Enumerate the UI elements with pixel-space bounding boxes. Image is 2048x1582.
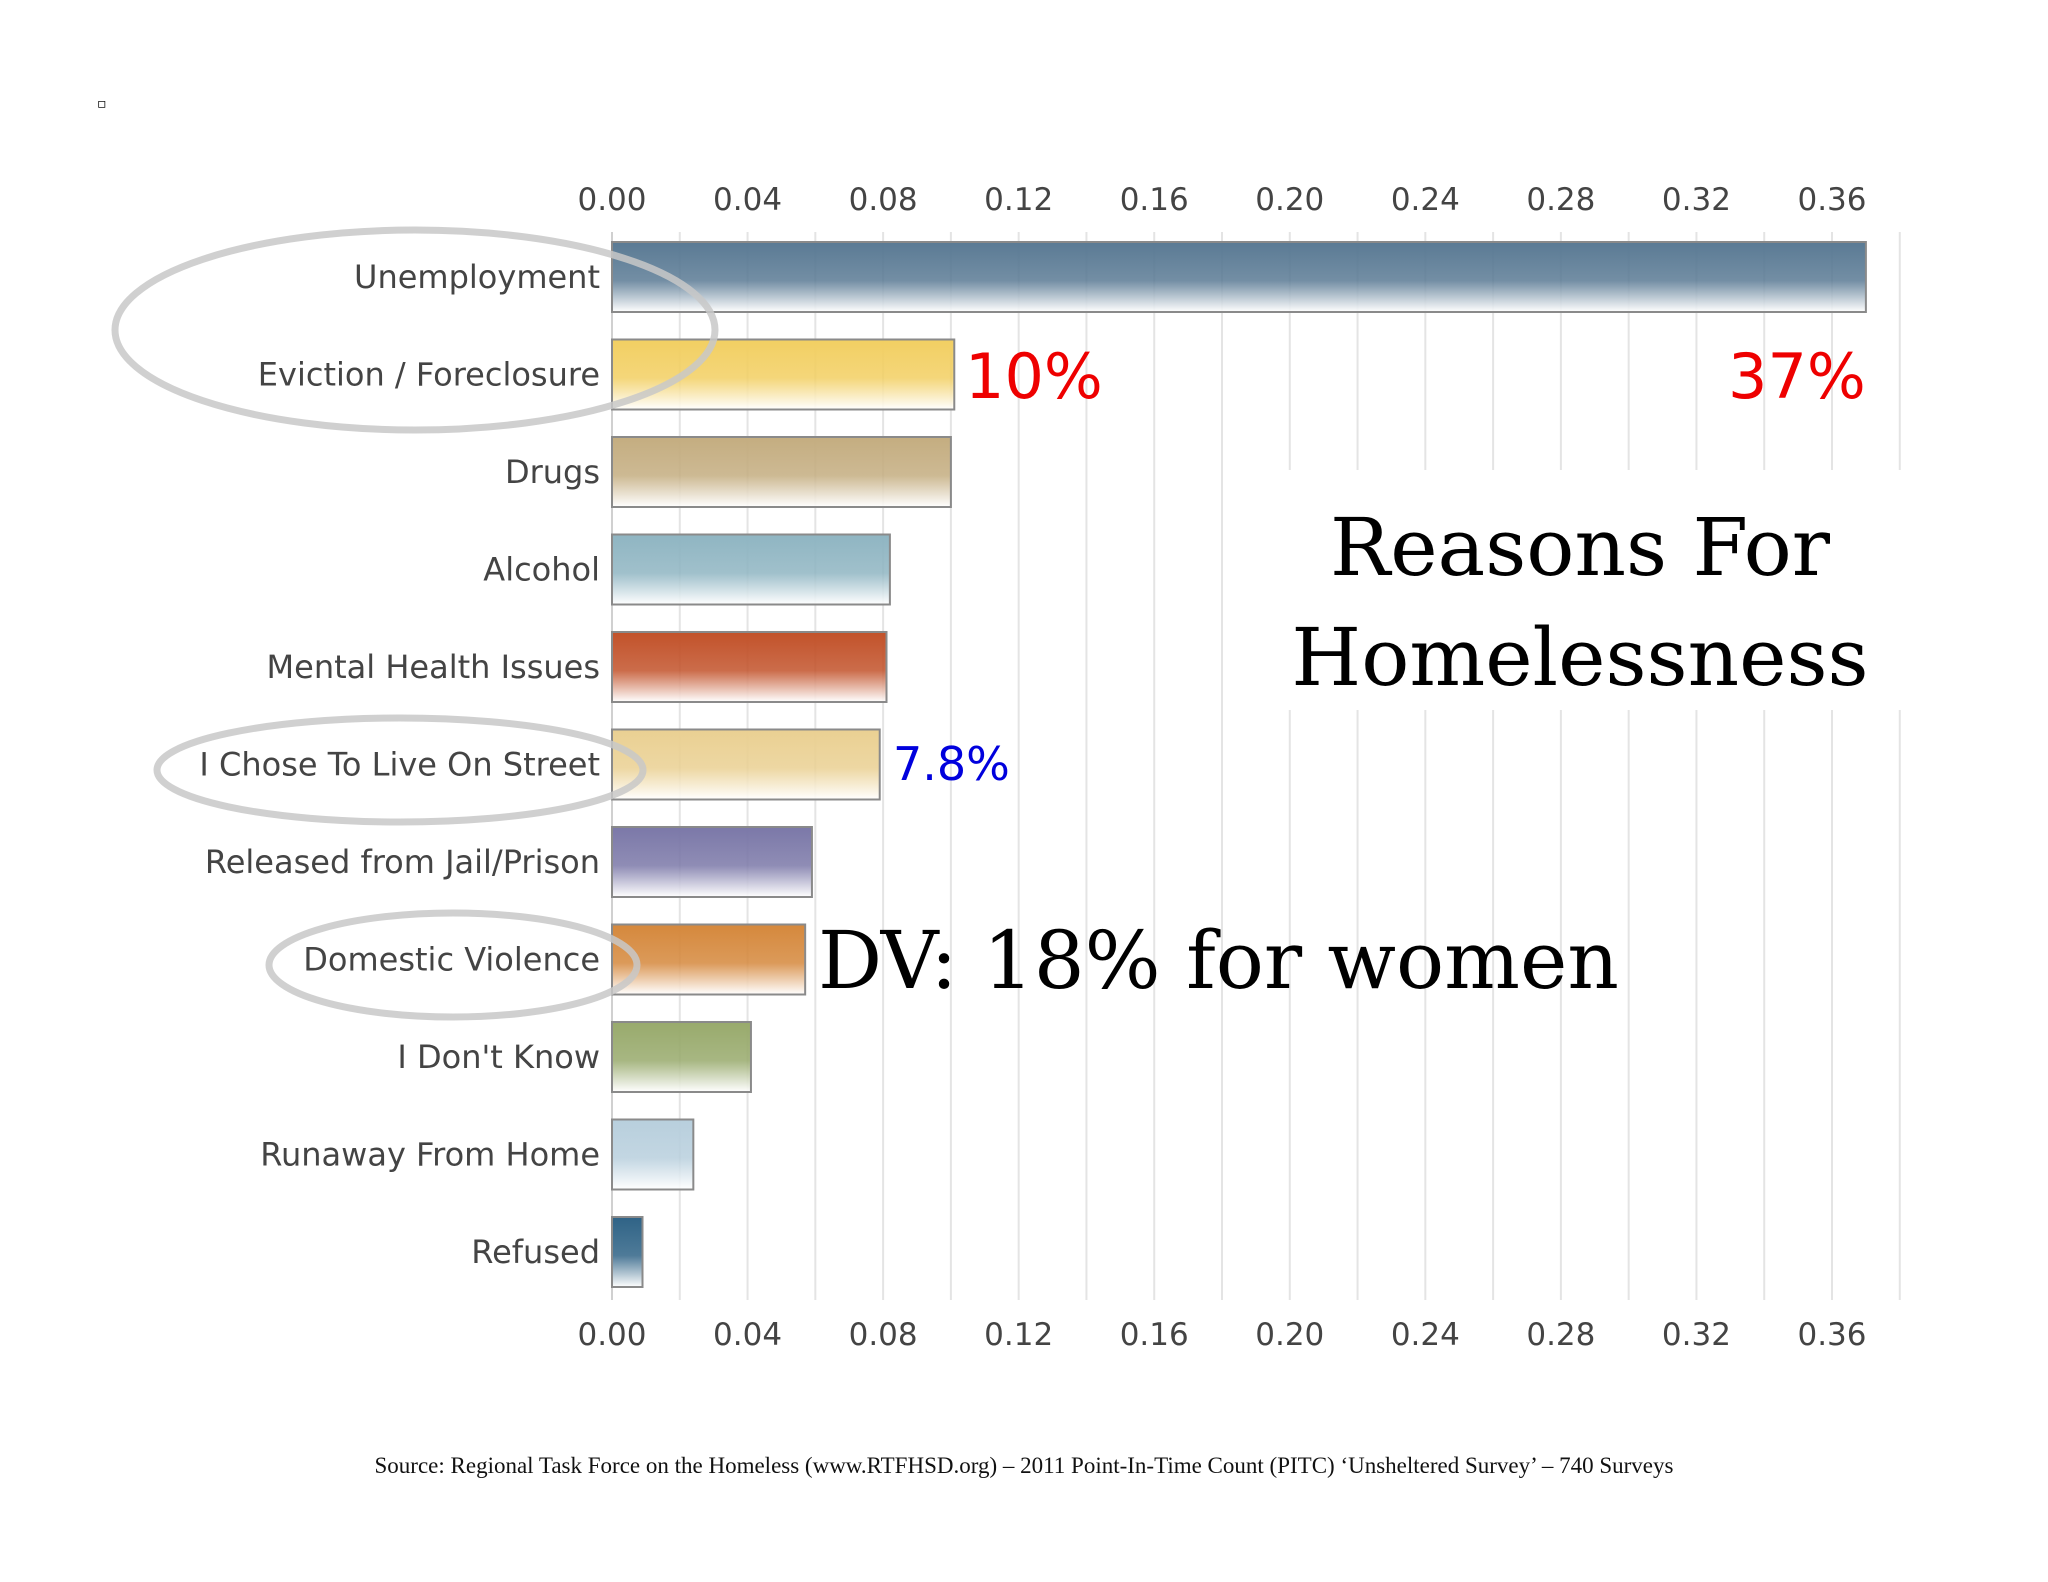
bottom-tick-label: 0.20 [1255, 1317, 1324, 1353]
top-tick-label: 0.04 [713, 182, 782, 218]
dv-women-annotation: DV: 18% for women [818, 914, 1619, 1007]
highlight-oval [111, 226, 719, 434]
bar-i-don-t-know [611, 1021, 752, 1093]
title-backdrop [1250, 470, 1910, 710]
bar-domestic-violence [611, 923, 807, 996]
bottom-tick-label: 0.16 [1120, 1317, 1189, 1353]
top-axis-ticks: 0.00 0.04 0.08 0.12 0.16 0.20 0.24 0.28 0.32 0.36 [577, 182, 1866, 218]
street-percent-annotation: 7.8% [893, 737, 1010, 791]
top-tick-label: 0.32 [1662, 182, 1731, 218]
highlight-oval [153, 714, 647, 826]
category-label: I Chose To Live On Street [199, 746, 600, 784]
top-tick-label: 0.36 [1797, 182, 1866, 218]
chart-title-line2: Homelessness [1291, 611, 1868, 704]
bar-i-chose-to-live-on-street [611, 728, 881, 801]
top-tick-label: 0.00 [577, 182, 646, 218]
unemployment-percent-annotation: 37% [1728, 340, 1866, 413]
bottom-tick-label: 0.32 [1662, 1317, 1731, 1353]
square-marker: ▫ [97, 96, 107, 112]
bottom-tick-label: 0.12 [984, 1317, 1053, 1353]
bar-runaway-from-home [611, 1118, 695, 1191]
category-label: Mental Health Issues [267, 648, 600, 686]
bottom-axis-ticks: 0.00 0.04 0.08 0.12 0.16 0.20 0.24 0.28 0.32 0.36 [577, 1317, 1866, 1353]
top-tick-label: 0.24 [1391, 182, 1460, 218]
highlight-oval [265, 909, 641, 1021]
bar-unemployment [611, 241, 1867, 313]
top-tick-label: 0.20 [1255, 182, 1324, 218]
category-label: I Don't Know [397, 1038, 600, 1076]
bottom-tick-label: 0.08 [849, 1317, 918, 1353]
chart-title-line1: Reasons For [1330, 501, 1831, 594]
source-citation: Source: Regional Task Force on the Homel… [375, 1453, 1674, 1478]
top-tick-label: 0.16 [1120, 182, 1189, 218]
highlight-ovals [111, 226, 719, 1021]
category-labels: Unemployment Eviction / Foreclosure Drugs A… [199, 258, 600, 1271]
category-label: Released from Jail/Prison [205, 843, 600, 881]
chart-bars [611, 241, 1867, 1288]
category-label: Alcohol [483, 551, 600, 589]
bottom-tick-label: 0.00 [577, 1317, 646, 1353]
bar-refused [611, 1216, 644, 1288]
category-label: Refused [471, 1233, 600, 1271]
bottom-tick-label: 0.24 [1391, 1317, 1460, 1353]
bar-alcohol [611, 533, 891, 606]
category-label: Eviction / Foreclosure [258, 356, 600, 394]
bottom-tick-label: 0.36 [1797, 1317, 1866, 1353]
bar-mental-health-issues [611, 631, 888, 703]
bar-drugs [611, 436, 952, 508]
bar-eviction-foreclosure [611, 338, 956, 411]
eviction-percent-annotation: 10% [965, 340, 1103, 413]
category-label: Runaway From Home [260, 1136, 600, 1174]
bottom-tick-label: 0.04 [713, 1317, 782, 1353]
top-tick-label: 0.28 [1526, 182, 1595, 218]
category-label: Domestic Violence [303, 941, 600, 979]
top-tick-label: 0.08 [849, 182, 918, 218]
category-label: Unemployment [354, 258, 600, 296]
category-label: Drugs [505, 453, 600, 491]
bottom-tick-label: 0.28 [1526, 1317, 1595, 1353]
bar-released-from-jail-prison [611, 826, 813, 898]
top-tick-label: 0.12 [984, 182, 1053, 218]
